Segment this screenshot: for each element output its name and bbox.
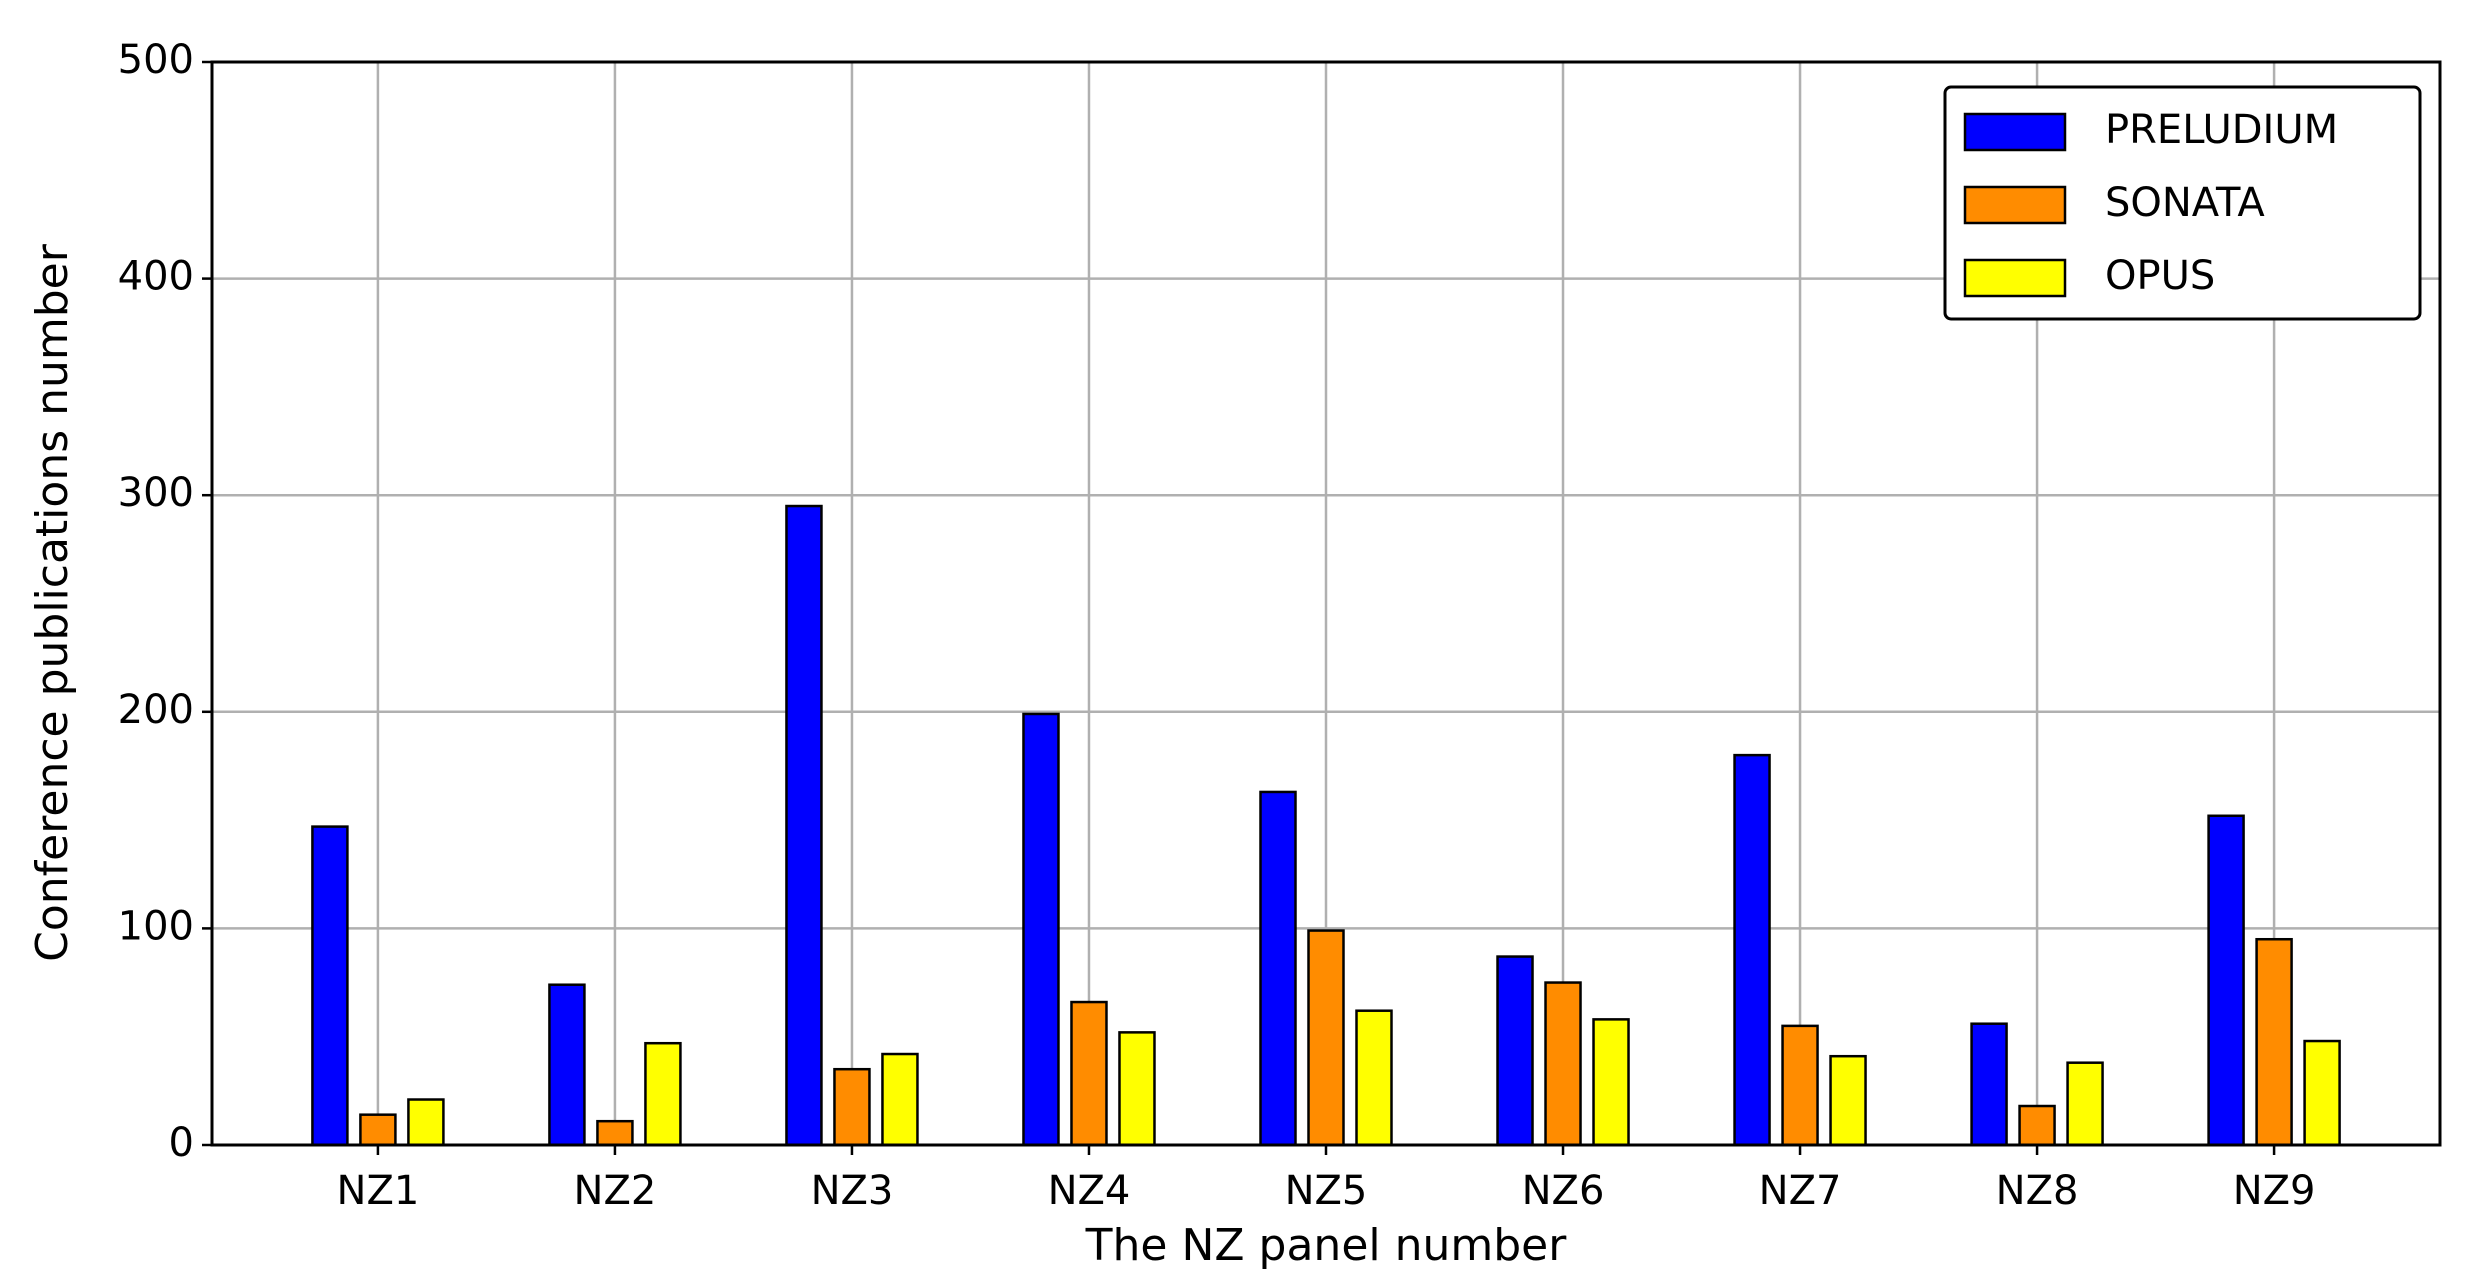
x-axis-label: The NZ panel number bbox=[1085, 1220, 1568, 1271]
bar bbox=[881, 1052, 919, 1147]
x-tick-label: NZ6 bbox=[1522, 1168, 1605, 1214]
bar bbox=[2066, 1061, 2104, 1147]
bar bbox=[2018, 1104, 2056, 1147]
bar bbox=[1829, 1054, 1867, 1147]
y-tick-label: 100 bbox=[118, 903, 194, 949]
bar bbox=[2207, 814, 2245, 1147]
bar bbox=[1070, 1000, 1108, 1147]
bar bbox=[1496, 955, 1534, 1147]
bar bbox=[1118, 1031, 1156, 1147]
x-tick-label: NZ5 bbox=[1285, 1168, 1368, 1214]
plot-frame bbox=[210, 60, 2442, 1147]
bar bbox=[407, 1098, 445, 1147]
legend-label: OPUS bbox=[2105, 253, 2215, 299]
y-tick-label: 400 bbox=[118, 254, 194, 300]
bar bbox=[359, 1113, 397, 1147]
bar bbox=[833, 1067, 871, 1147]
bar bbox=[548, 983, 586, 1147]
bar bbox=[644, 1041, 682, 1147]
legend-swatch bbox=[1963, 112, 2067, 152]
bar bbox=[1022, 712, 1060, 1147]
bar bbox=[1307, 929, 1345, 1147]
y-tick-label: 0 bbox=[169, 1120, 194, 1166]
x-tick-label: NZ1 bbox=[337, 1168, 420, 1214]
y-axis-label: Conference publications number bbox=[27, 243, 78, 962]
bar bbox=[1355, 1009, 1393, 1147]
x-tick-label: NZ8 bbox=[1996, 1168, 2079, 1214]
bar bbox=[2303, 1039, 2341, 1147]
legend-swatch bbox=[1963, 185, 2067, 225]
x-tick-label: NZ7 bbox=[1759, 1168, 1842, 1214]
legend-swatch bbox=[1963, 258, 2067, 298]
y-tick-label: 200 bbox=[118, 687, 194, 733]
y-tick-label: 300 bbox=[118, 470, 194, 516]
bar bbox=[1781, 1024, 1819, 1147]
bar bbox=[596, 1119, 634, 1147]
bar bbox=[1592, 1018, 1630, 1147]
bar bbox=[1544, 981, 1582, 1147]
bar bbox=[1733, 753, 1771, 1147]
x-tick-label: NZ9 bbox=[2233, 1168, 2316, 1214]
bar bbox=[785, 504, 823, 1147]
x-tick-label: NZ3 bbox=[811, 1168, 894, 1214]
x-tick-label: NZ4 bbox=[1048, 1168, 1131, 1214]
x-tick-label: NZ2 bbox=[574, 1168, 657, 1214]
bar bbox=[311, 825, 349, 1147]
legend-label: PRELUDIUM bbox=[2105, 107, 2338, 153]
legend-label: SONATA bbox=[2105, 180, 2265, 226]
bar bbox=[1259, 790, 1297, 1147]
y-tick-label: 500 bbox=[118, 37, 194, 83]
bar bbox=[1970, 1022, 2008, 1147]
bar bbox=[2255, 937, 2293, 1147]
